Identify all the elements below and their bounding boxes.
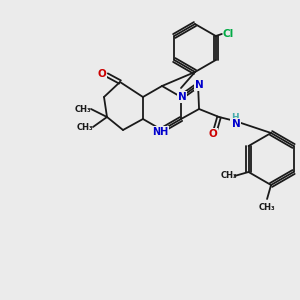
Text: O: O [98, 69, 106, 79]
Text: N: N [195, 80, 203, 90]
Text: Cl: Cl [222, 29, 233, 39]
Text: H: H [231, 113, 239, 122]
Text: O: O [209, 129, 218, 139]
Text: CH₃: CH₃ [75, 104, 91, 113]
Text: NH: NH [152, 127, 168, 137]
Text: CH₃: CH₃ [259, 202, 275, 211]
Text: CH₃: CH₃ [77, 122, 93, 131]
Text: N: N [178, 92, 186, 102]
Text: N: N [232, 119, 240, 129]
Text: CH₃: CH₃ [220, 172, 237, 181]
